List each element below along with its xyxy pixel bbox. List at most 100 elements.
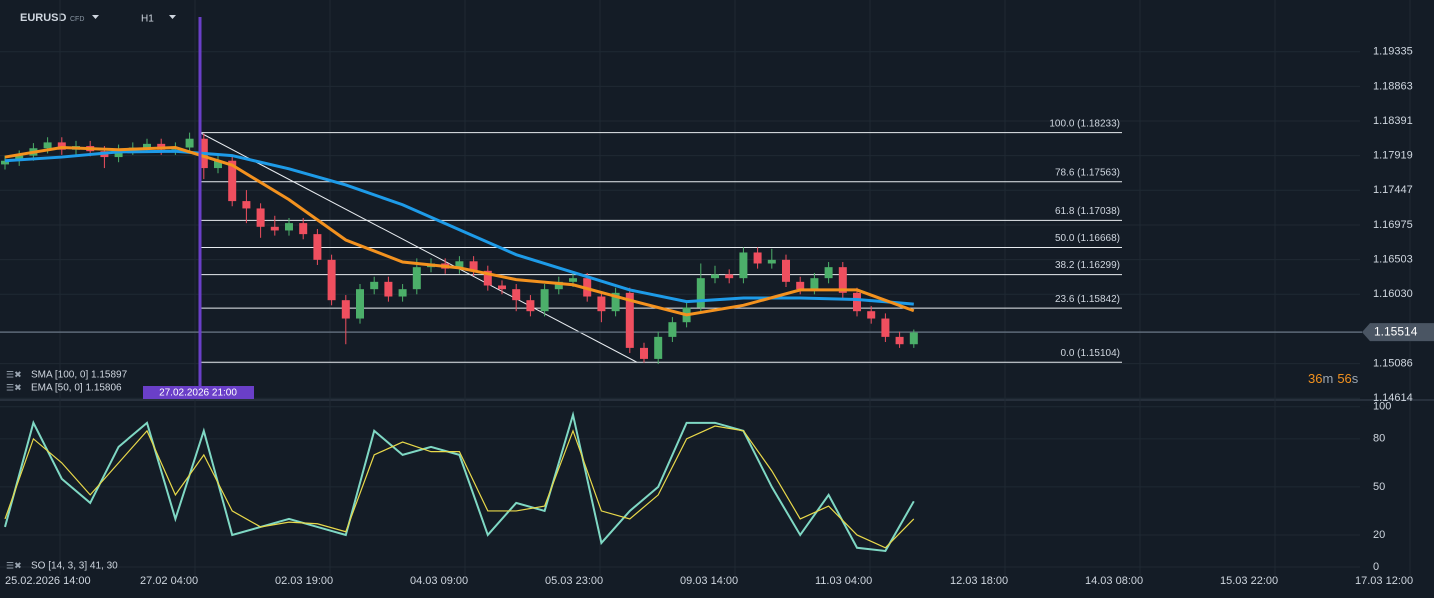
x-tick-label: 02.03 19:00 (275, 575, 333, 587)
x-tick-label: 14.03 08:00 (1085, 575, 1143, 587)
indicator-legend: EMA [50, 0] 1.15806 (31, 383, 122, 394)
current-price-label: 1.15514 (1374, 324, 1418, 338)
x-tick-label: 12.03 18:00 (950, 575, 1008, 587)
countdown-part: 36 (1308, 371, 1322, 386)
candle-body (43, 142, 52, 149)
candle-body (895, 336, 904, 345)
fib-trend-line (199, 132, 638, 363)
fib-label: 50.0 (1.16668) (1055, 233, 1120, 244)
candle-body (469, 261, 478, 271)
candle-body (782, 259, 790, 282)
candle-body (711, 274, 719, 279)
countdown-part: s (1352, 371, 1359, 386)
candle-body (824, 267, 833, 279)
fib-label: 23.6 (1.15842) (1055, 294, 1120, 305)
moving-average-line (4, 149, 914, 306)
candle-body (597, 296, 606, 312)
indicator-legend: SMA [100, 0] 1.15897 (31, 370, 128, 381)
candle-body (640, 347, 648, 359)
x-tick-label: 05.03 23:00 (545, 575, 603, 587)
timeframe[interactable]: H1 (141, 14, 154, 25)
candle-body (881, 318, 890, 337)
candle-body (725, 274, 734, 279)
candle-body (455, 261, 464, 269)
countdown-part: 56 (1337, 371, 1351, 386)
candle-body (214, 160, 222, 169)
candle-body (512, 289, 521, 301)
candle-body (1, 160, 9, 165)
x-tick-label: 04.03 09:00 (410, 575, 468, 587)
y-tick-label: 1.16030 (1373, 288, 1413, 300)
fib-label: 100.0 (1.18233) (1049, 118, 1120, 129)
x-tick-label: 17.03 12:00 (1355, 575, 1413, 587)
x-tick-label: 25.02.2026 14:00 (5, 575, 91, 587)
candle-body (412, 267, 421, 290)
symbol-dropdown[interactable] (92, 15, 99, 19)
candle-body (285, 223, 293, 231)
candle-body (739, 252, 748, 279)
symbol[interactable]: EURUSD (20, 12, 67, 24)
oscillator-line (4, 410, 915, 553)
y-tick-label: 1.17919 (1373, 150, 1413, 162)
candle-body (299, 223, 308, 235)
candle-body (143, 143, 151, 148)
candle-body (767, 259, 776, 264)
current-price-tag (1362, 323, 1434, 342)
x-tick-label: 15.03 22:00 (1220, 575, 1278, 587)
x-tick-label: 27.02 04:00 (140, 575, 198, 587)
fib-label: 78.6 (1.17563) (1055, 167, 1120, 178)
candle-body (370, 281, 379, 290)
candle-body (654, 336, 663, 359)
candle-body (909, 332, 918, 345)
countdown-part: m (1322, 371, 1333, 386)
fib-label: 0.0 (1.15104) (1061, 348, 1121, 359)
candle-body (242, 201, 251, 209)
legend-icon: ☰✖ (6, 369, 22, 379)
moving-average-line (4, 146, 915, 317)
candle-body (526, 300, 535, 312)
legend-icon: ☰✖ (6, 382, 22, 392)
indicator-legend: SO [14, 3, 3] 41, 30 (31, 561, 118, 572)
candle-body (185, 138, 194, 148)
y-tick-label: 1.19335 (1373, 46, 1413, 58)
y-tick-label: 80 (1373, 433, 1385, 445)
time-marker-tag (143, 386, 254, 399)
y-tick-label: 100 (1373, 401, 1391, 413)
y-tick-label: 1.14614 (1373, 392, 1413, 404)
y-tick-label: 1.17447 (1373, 184, 1413, 196)
oscillator-line (4, 425, 915, 549)
y-tick-label: 0 (1373, 561, 1379, 573)
countdown: 36m 56s (1308, 371, 1359, 386)
candle-body (15, 155, 24, 161)
candle-body (625, 292, 634, 348)
instrument-type: CFD (70, 16, 84, 23)
candle-body (341, 300, 350, 319)
fib-label: 38.2 (1.16299) (1055, 260, 1120, 271)
x-tick-label: 09.03 14:00 (680, 575, 738, 587)
x-tick-label: 11.03 04:00 (815, 575, 872, 587)
candle-body (313, 234, 322, 260)
y-tick-label: 1.15086 (1373, 358, 1413, 370)
candle-body (498, 285, 506, 290)
candle-body (796, 281, 805, 290)
candle-body (867, 311, 876, 319)
candle-body (483, 270, 492, 286)
candle-body (256, 208, 265, 227)
timeframe-dropdown[interactable] (169, 15, 176, 19)
y-tick-label: 1.16503 (1373, 254, 1413, 266)
candle-body (554, 281, 563, 290)
candle-body (696, 278, 705, 308)
candle-body (540, 289, 549, 312)
candle-body (569, 278, 577, 282)
y-tick-label: 20 (1373, 529, 1385, 541)
y-tick-label: 50 (1373, 481, 1385, 493)
candle-body (228, 160, 237, 202)
y-tick-label: 1.18863 (1373, 80, 1413, 92)
y-tick-label: 1.18391 (1373, 115, 1413, 127)
candle-body (327, 259, 336, 301)
candle-body (384, 281, 393, 297)
candle-body (270, 226, 279, 231)
candle-body (853, 292, 861, 312)
time-marker-label: 27.02.2026 21:00 (159, 388, 237, 399)
